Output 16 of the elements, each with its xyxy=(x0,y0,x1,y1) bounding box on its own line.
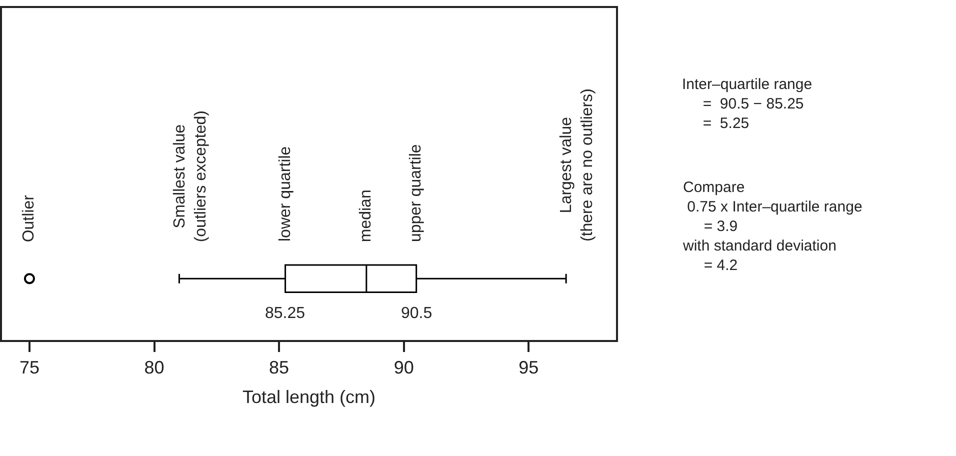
annotation: median xyxy=(358,190,375,242)
annotation: upper quartile xyxy=(408,144,425,242)
x-tick-label: 80 xyxy=(144,358,164,378)
x-tick-label: 75 xyxy=(19,358,40,378)
annotation: Largest value (there are no outliers) xyxy=(558,88,596,242)
text: Inter–quartile range = 90.5 − 85.25 = 5.25 xyxy=(682,76,812,132)
annotation: 90.5 xyxy=(401,305,432,322)
x-tick-label: 95 xyxy=(518,358,539,378)
x-tick-label: 85 xyxy=(269,358,290,378)
annotation: Smallest value (outliers excepted) xyxy=(172,110,210,242)
x-axis-title: Total length (cm) xyxy=(242,387,376,408)
text: Compare 0.75 x Inter–quartile range = 3.9 with standard deviation = 4.2 xyxy=(682,179,862,274)
x-tick-label: 90 xyxy=(394,358,414,378)
annotation: lower quartile xyxy=(277,146,294,242)
annotation: Outlier xyxy=(20,194,38,242)
annotation: 85.25 xyxy=(265,305,306,322)
